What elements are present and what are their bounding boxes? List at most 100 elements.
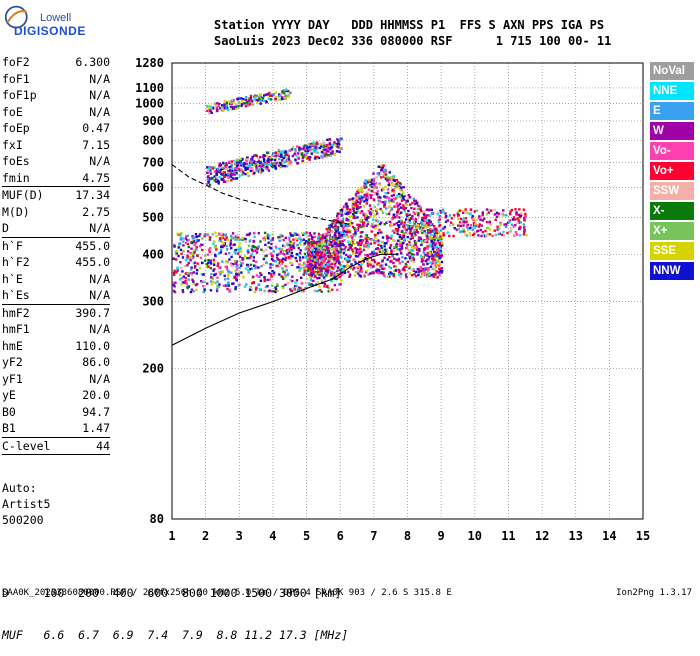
echo-point — [231, 236, 235, 240]
echo-point — [255, 154, 259, 158]
x-tick-label: 13 — [568, 529, 582, 543]
echo-point — [362, 212, 365, 215]
echo-point — [513, 233, 516, 237]
echo-point — [383, 174, 386, 178]
auto-version: 500200 — [2, 513, 44, 527]
echo-point — [389, 244, 393, 247]
echo-point — [400, 199, 404, 202]
echo-point — [423, 270, 426, 273]
param-name: fmin — [2, 170, 30, 185]
echo-point — [352, 209, 355, 212]
echo-point — [436, 237, 440, 240]
echo-point — [258, 165, 261, 168]
echo-point — [523, 230, 526, 234]
echo-point — [211, 106, 214, 109]
echo-point — [228, 169, 231, 172]
echo-point — [328, 267, 332, 270]
echo-point — [478, 215, 481, 218]
echo-point — [330, 280, 333, 283]
echo-point — [338, 222, 342, 225]
echo-point — [234, 260, 237, 263]
echo-point — [457, 224, 460, 227]
echo-point — [384, 263, 388, 266]
echo-point — [331, 245, 334, 248]
echo-point — [361, 231, 364, 234]
echo-point — [344, 265, 347, 268]
echo-point — [315, 256, 318, 260]
echo-point — [378, 250, 382, 254]
echo-point — [339, 146, 342, 150]
param-value: N/A — [89, 271, 110, 286]
echo-point — [522, 208, 525, 211]
echo-point — [318, 241, 322, 244]
echo-point — [436, 212, 439, 216]
echo-point — [206, 169, 210, 173]
echo-point — [359, 211, 362, 214]
echo-point — [474, 223, 477, 226]
echo-point — [396, 232, 399, 235]
scaled-trace-curve — [171, 164, 351, 225]
echo-point — [481, 212, 484, 215]
echo-point — [294, 281, 297, 284]
echo-point — [310, 142, 314, 145]
echo-point — [290, 163, 293, 166]
echo-point — [247, 97, 251, 100]
echo-point — [206, 175, 210, 178]
echo-point — [328, 227, 331, 230]
echo-point — [436, 276, 439, 279]
echo-point — [281, 159, 284, 162]
echo-point — [262, 257, 266, 261]
echo-point — [276, 258, 280, 261]
echo-point — [370, 182, 374, 186]
echo-point — [428, 272, 431, 275]
echo-point — [315, 247, 318, 251]
echo-point — [380, 271, 383, 274]
echo-point — [367, 216, 371, 219]
echo-point — [289, 232, 292, 235]
echo-point — [310, 241, 313, 244]
echo-point — [462, 228, 465, 231]
echo-point — [354, 255, 358, 258]
echo-point — [352, 233, 356, 236]
echo-point — [279, 233, 282, 237]
echo-point — [247, 269, 250, 272]
echo-point — [259, 162, 262, 165]
echo-point — [210, 283, 214, 286]
echo-point — [262, 153, 265, 157]
echo-point — [496, 225, 499, 228]
echo-point — [230, 108, 233, 111]
echo-point — [475, 209, 479, 212]
echo-point — [355, 198, 358, 201]
echo-point — [262, 166, 265, 169]
echo-point — [322, 239, 325, 242]
echo-point — [216, 264, 219, 267]
echo-point — [376, 224, 380, 227]
echo-point — [394, 269, 398, 272]
echo-point — [294, 148, 297, 151]
param-value: N/A — [89, 88, 110, 102]
echo-point — [237, 101, 241, 104]
echo-point — [394, 239, 397, 242]
echo-point — [277, 252, 281, 256]
echo-point — [327, 287, 330, 290]
echo-point — [392, 261, 395, 265]
echo-point — [390, 252, 393, 255]
echo-point — [289, 149, 292, 152]
echo-point — [255, 94, 258, 98]
echo-point — [340, 248, 343, 251]
echo-point — [443, 225, 447, 229]
echo-point — [366, 241, 370, 245]
param-row-md: M(D) 2.75 — [2, 204, 110, 221]
echo-point — [200, 261, 204, 264]
param-row-hes: h`Es N/A — [2, 287, 110, 304]
echo-point — [416, 226, 419, 229]
echo-point — [377, 199, 380, 202]
echo-point — [322, 267, 325, 270]
echo-point — [380, 221, 383, 224]
echo-point — [426, 226, 429, 229]
echo-point — [356, 188, 360, 191]
echo-point — [318, 288, 322, 292]
echo-point — [333, 141, 336, 144]
echo-point — [320, 254, 323, 257]
echo-point — [357, 225, 361, 228]
